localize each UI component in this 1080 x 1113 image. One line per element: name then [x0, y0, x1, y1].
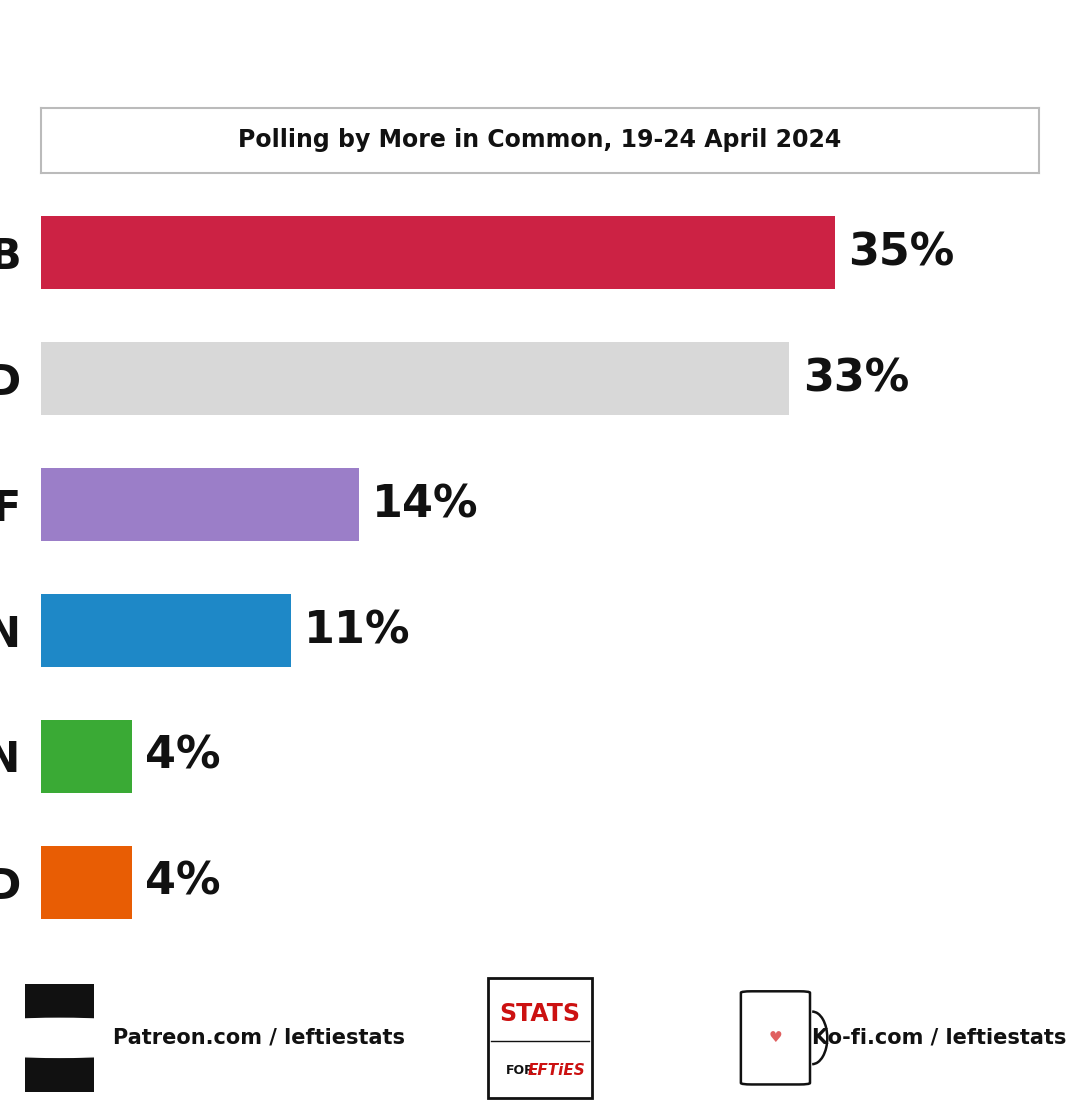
Text: FOR: FOR	[507, 1064, 535, 1077]
Text: EFTiES: EFTiES	[527, 1063, 585, 1078]
Bar	[41, 846, 132, 919]
Bar	[41, 216, 835, 289]
Bar	[25, 984, 94, 1092]
Text: P: P	[52, 1026, 67, 1050]
Bar	[41, 720, 132, 792]
Text: 33%: 33%	[804, 357, 909, 401]
Text: 4%: 4%	[146, 735, 221, 778]
Circle shape	[0, 1018, 200, 1057]
Text: 35%: 35%	[849, 232, 955, 275]
Text: Polling by More in Common, 19-24 April 2024: Polling by More in Common, 19-24 April 2…	[239, 128, 841, 152]
Text: 4%: 4%	[146, 860, 221, 904]
Text: Ko-fi.com / leftiestats: Ko-fi.com / leftiestats	[812, 1028, 1067, 1047]
Bar	[41, 343, 789, 415]
Text: ♥: ♥	[769, 1031, 782, 1045]
Text: Patreon.com / leftiestats: Patreon.com / leftiestats	[113, 1028, 405, 1047]
FancyBboxPatch shape	[741, 992, 810, 1084]
Text: 11%: 11%	[305, 609, 410, 652]
Text: STATS: STATS	[499, 1002, 581, 1026]
Text: 14%: 14%	[373, 483, 478, 526]
Bar	[488, 977, 592, 1097]
Text: North East Mayor voting intention: North East Mayor voting intention	[6, 27, 1074, 81]
Bar	[41, 469, 359, 541]
Bar	[41, 594, 291, 667]
